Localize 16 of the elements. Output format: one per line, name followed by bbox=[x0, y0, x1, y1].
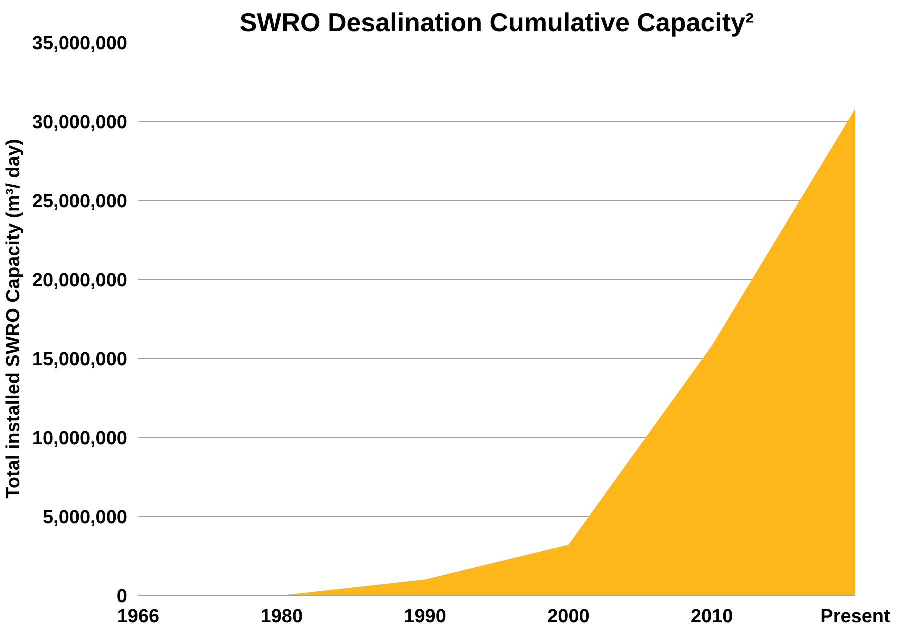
x-tick-label: Present bbox=[820, 606, 892, 628]
x-tick-label: 2010 bbox=[690, 606, 734, 628]
y-tick-label: 30,000,000 bbox=[32, 112, 128, 134]
y-axis-title: Total installed SWRO Capacity (m³/ day) bbox=[3, 139, 24, 499]
x-tick-label: 1990 bbox=[404, 606, 446, 628]
y-tick-label: 25,000,000 bbox=[32, 192, 128, 212]
y-tick-label: 5,000,000 bbox=[42, 508, 128, 528]
y-tick-label: 35,000,000 bbox=[32, 34, 128, 54]
chart-title: SWRO Desalination Cumulative Capacity² bbox=[240, 8, 755, 38]
y-tick-label: 15,000,000 bbox=[32, 350, 128, 370]
y-tick-label: 0 bbox=[116, 586, 128, 608]
y-tick-label: 10,000,000 bbox=[32, 428, 128, 450]
x-tick-label: 1980 bbox=[260, 606, 304, 628]
x-tick-label: 1966 bbox=[117, 606, 160, 628]
y-tick-label: 20,000,000 bbox=[32, 270, 128, 292]
x-tick-label: 2000 bbox=[548, 606, 590, 628]
